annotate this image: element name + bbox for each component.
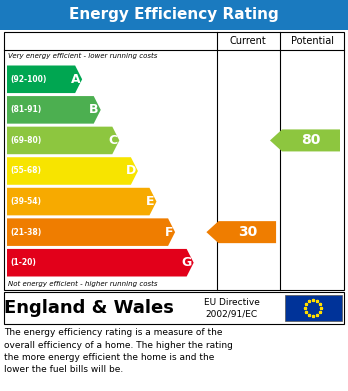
Text: The energy efficiency rating is a measure of the
overall efficiency of a home. T: The energy efficiency rating is a measur… — [4, 328, 233, 375]
Polygon shape — [7, 127, 119, 154]
Text: D: D — [126, 165, 136, 178]
Text: (81-91): (81-91) — [10, 105, 41, 114]
Text: C: C — [108, 134, 117, 147]
Text: EU Directive
2002/91/EC: EU Directive 2002/91/EC — [204, 298, 260, 318]
Text: England & Wales: England & Wales — [4, 299, 174, 317]
Bar — [4, 292, 344, 324]
Text: 30: 30 — [238, 225, 257, 239]
Polygon shape — [7, 249, 193, 276]
Bar — [4, 32, 344, 290]
Text: (21-38): (21-38) — [10, 228, 41, 237]
Polygon shape — [7, 218, 175, 246]
Text: (55-68): (55-68) — [10, 167, 41, 176]
Text: B: B — [89, 103, 99, 117]
Text: A: A — [71, 73, 80, 86]
Text: (69-80): (69-80) — [10, 136, 41, 145]
Bar — [285, 295, 342, 321]
Polygon shape — [7, 66, 82, 93]
Text: E: E — [146, 195, 155, 208]
Text: F: F — [165, 226, 173, 239]
Text: Very energy efficient - lower running costs: Very energy efficient - lower running co… — [8, 53, 157, 59]
Text: G: G — [181, 256, 192, 269]
Text: (39-54): (39-54) — [10, 197, 41, 206]
Polygon shape — [206, 221, 276, 243]
Polygon shape — [270, 129, 340, 151]
Polygon shape — [7, 96, 101, 124]
Polygon shape — [7, 157, 138, 185]
Text: 80: 80 — [301, 133, 321, 147]
Text: Current: Current — [230, 36, 267, 46]
Bar — [0, 0, 348, 30]
Text: (92-100): (92-100) — [10, 75, 46, 84]
Text: Not energy efficient - higher running costs: Not energy efficient - higher running co… — [8, 281, 158, 287]
Text: Energy Efficiency Rating: Energy Efficiency Rating — [69, 7, 279, 23]
Text: Potential: Potential — [291, 36, 333, 46]
Text: (1-20): (1-20) — [10, 258, 36, 267]
Polygon shape — [7, 188, 157, 215]
